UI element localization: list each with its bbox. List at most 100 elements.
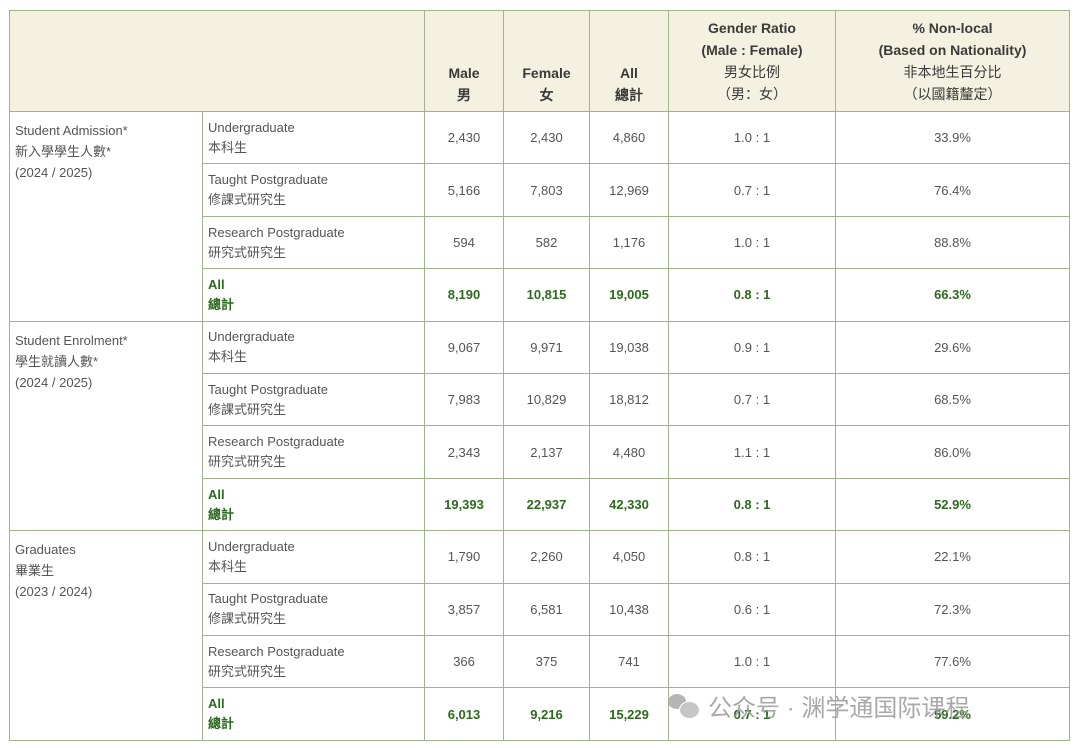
non-local-percent-cell: 76.4% (835, 163, 1070, 217)
section-title-en: Graduates (15, 542, 76, 558)
non-local-percent-cell: 52.9% (835, 477, 1070, 532)
header-ratio-zh1: 男女比例 (724, 64, 780, 80)
total-count-cell: 10,438 (589, 582, 669, 637)
total-count-cell: 12,969 (589, 163, 669, 217)
section-title-zh: 畢業生 (15, 563, 55, 579)
total-count-cell: 42,330 (589, 477, 669, 532)
table-row: Taught Postgraduate 修課式研究生 7,983 10,829 18,8… (10, 373, 1070, 427)
header-female: Female 女 (503, 10, 590, 112)
study-level-zh: 修課式研究生 (208, 611, 287, 627)
study-level-zh: 總計 (208, 506, 235, 522)
female-count-cell: 582 (503, 215, 590, 270)
gender-ratio-cell: 0.8 : 1 (668, 477, 836, 532)
total-count-cell: 15,229 (589, 687, 669, 741)
header-all-zh: 總計 (615, 87, 643, 103)
male-count-cell: 594 (424, 215, 504, 270)
statistics-table: Male 男 Female 女 All 總計 Gender Ratio (Mal… (9, 10, 1070, 741)
gender-ratio-cell: 0.9 : 1 (668, 320, 836, 375)
gender-ratio-cell: 0.6 : 1 (668, 582, 836, 637)
study-level-zh: 研究式研究生 (208, 663, 287, 679)
study-level-en: All (208, 696, 225, 712)
header-all: All 總計 (589, 10, 669, 112)
study-level-zh: 本科生 (208, 139, 248, 155)
header-ratio-zh2: （男：女） (717, 86, 787, 102)
male-count-cell: 366 (424, 635, 504, 689)
study-level-cell: Research Postgraduate 研究式研究生 (202, 215, 425, 270)
header-nonlocal-zh2: （以國籍釐定） (903, 86, 1002, 102)
header-non-local: % Non-local (Based on Nationality) 非本地生百… (835, 10, 1070, 112)
header-female-zh: 女 (539, 87, 554, 103)
header-nonlocal-en2: (Based on Nationality) (878, 42, 1027, 58)
female-count-cell: 10,829 (503, 373, 590, 427)
study-level-cell: Research Postgraduate 研究式研究生 (202, 425, 425, 479)
non-local-percent-cell: 22.1% (835, 530, 1070, 584)
gender-ratio-cell: 0.7 : 1 (668, 373, 836, 427)
study-level-zh: 總計 (208, 716, 235, 732)
section-title-cell: Graduates 畢業生 (2023 / 2024) (9, 530, 203, 741)
header-male-zh: 男 (457, 87, 471, 103)
section-title-cell: Student Admission* 新入學學生人數* (2024 / 2025) (9, 111, 203, 322)
female-count-cell: 2,137 (503, 425, 590, 479)
total-count-cell: 1,176 (589, 215, 669, 270)
header-nonlocal-en1: % Non-local (912, 20, 993, 36)
female-count-cell: 22,937 (503, 477, 590, 532)
gender-ratio-cell: 0.8 : 1 (668, 268, 836, 322)
header-female-en: Female (522, 65, 571, 81)
non-local-percent-cell: 29.6% (835, 320, 1070, 375)
study-level-cell: Undergraduate 本科生 (202, 110, 425, 165)
female-count-cell: 10,815 (503, 268, 590, 322)
non-local-percent-cell: 72.3% (835, 582, 1070, 637)
male-count-cell: 19,393 (424, 477, 504, 532)
male-count-cell: 9,067 (424, 320, 504, 375)
header-ratio-en2: (Male : Female) (701, 42, 803, 58)
study-level-zh: 研究式研究生 (208, 454, 287, 470)
male-count-cell: 6,013 (424, 687, 504, 741)
table-total-row: All 總計 6,013 9,216 15,229 0.7 : 1 59.2% (10, 687, 1070, 741)
study-level-cell: Taught Postgraduate 修課式研究生 (202, 582, 425, 637)
table-total-row: All 總計 8,190 10,815 19,005 0.8 : 1 66.3% (10, 268, 1070, 322)
male-count-cell: 2,430 (424, 110, 504, 165)
total-count-cell: 4,480 (589, 425, 669, 479)
study-level-en: Undergraduate (208, 329, 295, 345)
table-row: Student Admission* 新入學學生人數* (2024 / 2025) U… (9, 110, 1070, 322)
gender-ratio-cell: 0.7 : 1 (668, 163, 836, 217)
table-row: Taught Postgraduate 修課式研究生 3,857 6,581 10,43… (10, 582, 1070, 637)
table-row: Research Postgraduate 研究式研究生 594 582 1,176 1.… (10, 215, 1070, 270)
study-level-zh: 總計 (208, 296, 235, 312)
gender-ratio-cell: 1.0 : 1 (668, 215, 836, 270)
gender-ratio-cell: 1.1 : 1 (668, 425, 836, 479)
study-level-en: Research Postgraduate (208, 224, 345, 240)
total-count-cell: 4,050 (589, 530, 669, 584)
section-year: (2023 / 2024) (15, 584, 93, 600)
study-level-cell: All 總計 (202, 687, 425, 741)
gender-ratio-cell: 1.0 : 1 (668, 110, 836, 165)
non-local-percent-cell: 86.0% (835, 425, 1070, 479)
non-local-percent-cell: 88.8% (835, 215, 1070, 270)
study-level-zh: 本科生 (208, 349, 248, 365)
header-nonlocal-zh1: 非本地生百分比 (903, 64, 1002, 80)
study-level-zh: 研究式研究生 (208, 244, 287, 260)
male-count-cell: 1,790 (424, 530, 504, 584)
gender-ratio-cell: 0.8 : 1 (668, 530, 836, 584)
female-count-cell: 2,430 (503, 110, 590, 165)
study-level-en: Taught Postgraduate (208, 172, 328, 188)
study-level-en: Taught Postgraduate (208, 591, 328, 607)
male-count-cell: 5,166 (424, 163, 504, 217)
study-level-cell: Taught Postgraduate 修課式研究生 (202, 373, 425, 427)
table-row: Student Enrolment* 學生就讀人數* (2024 / 2025) Un… (9, 320, 1070, 532)
header-ratio-en1: Gender Ratio (708, 20, 796, 36)
table-row: Taught Postgraduate 修課式研究生 5,166 7,803 12,96… (10, 163, 1070, 217)
section-title-zh: 學生就讀人數* (15, 353, 99, 369)
header-male: Male 男 (424, 10, 504, 112)
study-level-zh: 修課式研究生 (208, 401, 287, 417)
section-year: (2024 / 2025) (15, 374, 93, 390)
male-count-cell: 8,190 (424, 268, 504, 322)
non-local-percent-cell: 68.5% (835, 373, 1070, 427)
female-count-cell: 2,260 (503, 530, 590, 584)
female-count-cell: 6,581 (503, 582, 590, 637)
non-local-percent-cell: 33.9% (835, 110, 1070, 165)
study-level-en: Undergraduate (208, 538, 295, 554)
header-gender-ratio: Gender Ratio (Male : Female) 男女比例 （男：女） (668, 10, 836, 112)
section-title-zh: 新入學學生人數* (15, 144, 112, 159)
non-local-percent-cell: 66.3% (835, 268, 1070, 322)
